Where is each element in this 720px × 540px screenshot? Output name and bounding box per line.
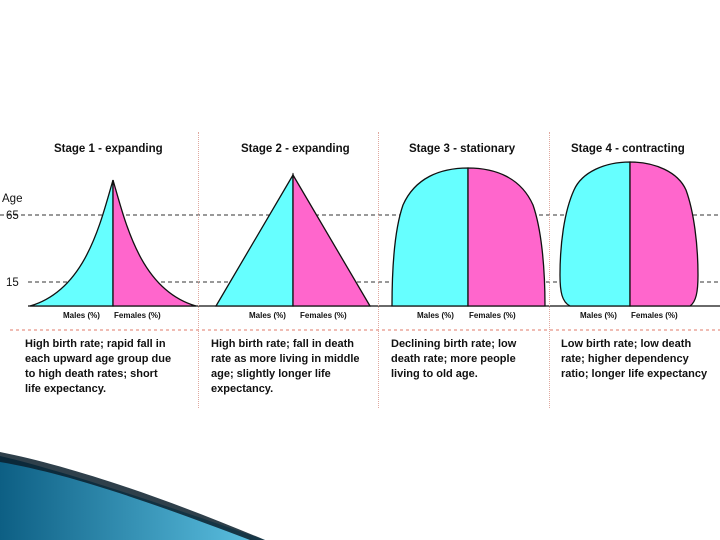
stage-1-description-line: each upward age group due: [25, 353, 172, 365]
stage-4-pyramid: [559, 161, 699, 307]
stage-1-description-line: life expectancy.: [25, 383, 107, 395]
stage-1-males-label: Males (%): [63, 311, 100, 320]
stage-3-description: Declining birth rate; low death rate; mo…: [391, 337, 547, 382]
stage-2-females-label: Females (%): [300, 311, 347, 320]
stage-separator-1: [198, 132, 199, 408]
stage-separator-2: [378, 132, 379, 408]
stage-3-females-label: Females (%): [469, 311, 516, 320]
stage-4-description-line: Low birth rate; low death: [561, 338, 692, 350]
stage-4-description-line: rate; higher dependency: [561, 353, 689, 365]
stage-3-males-shape: [391, 167, 469, 307]
stage-2-description-line: expectancy.: [211, 383, 274, 395]
stage-3-males-label: Males (%): [417, 311, 454, 320]
age-tick-15: 15: [6, 277, 19, 289]
stage-4-females-label: Females (%): [631, 311, 678, 320]
stage-1-females-shape: [112, 179, 197, 307]
stage-2-pyramid: [214, 172, 372, 307]
stage-3-description-line: Declining birth rate; low: [391, 338, 517, 350]
stage-3-females-shape: [467, 167, 546, 307]
stage-2-description-line: rate as more living in middle: [211, 353, 360, 365]
stage-3-title: Stage 3 - stationary: [409, 143, 516, 155]
stage-1-pyramid: [29, 179, 197, 307]
age-axis-label: Age: [2, 193, 23, 205]
stage-4-description-line: ratio; longer life expectancy: [561, 368, 708, 380]
stage-2-males-label: Males (%): [249, 311, 286, 320]
stage-1-description-line: High birth rate; rapid fall in: [25, 338, 166, 350]
stage-2-description-line: High birth rate; fall in death: [211, 338, 355, 350]
stage-2-description-line: age; slightly longer life: [211, 368, 331, 380]
stage-4-description: Low birth rate; low death rate; higher d…: [561, 337, 719, 382]
stage-4-males-label: Males (%): [580, 311, 617, 320]
stage-1-description: High birth rate; rapid fall in each upwa…: [25, 337, 195, 397]
stage-3-pyramid: [391, 167, 546, 307]
stage-2-title: Stage 2 - expanding: [241, 143, 350, 155]
stage-1-title: Stage 1 - expanding: [54, 143, 163, 155]
stage-separator-3: [549, 132, 550, 408]
stage-3-description-line: death rate; more people: [391, 353, 516, 365]
stage-4-males-shape: [559, 161, 631, 307]
stage-1-description-line: to high death rates; short: [25, 368, 158, 380]
stage-1-females-label: Females (%): [114, 311, 161, 320]
stage-4-females-shape: [629, 161, 699, 307]
age-tick-65: 65: [6, 210, 19, 222]
stage-2-description: High birth rate; fall in death rate as m…: [211, 337, 377, 397]
stage-1-males-shape: [29, 179, 114, 307]
stage-4-title: Stage 4 - contracting: [571, 143, 685, 155]
stage-3-description-line: living to old age.: [391, 368, 478, 380]
